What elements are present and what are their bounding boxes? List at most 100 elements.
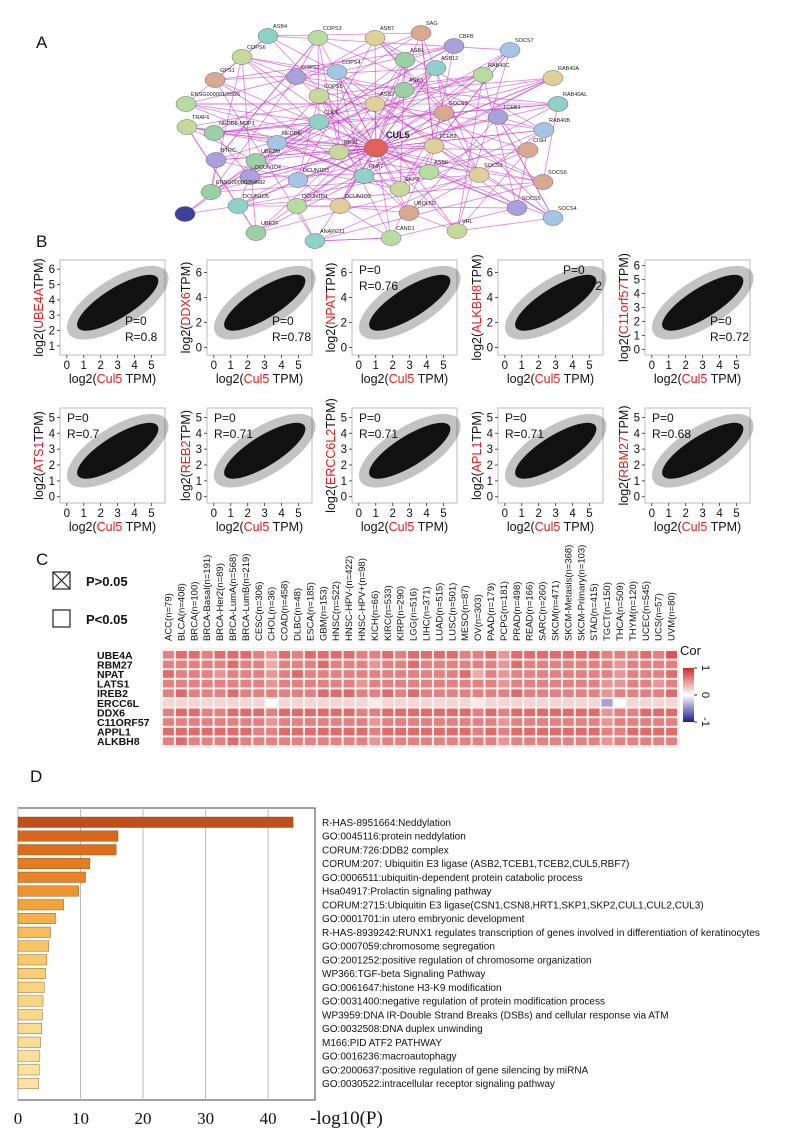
heatmap-cell — [433, 660, 445, 669]
heatmap-cell — [292, 699, 303, 707]
heatmap-cell — [369, 660, 381, 669]
heatmap-cell — [201, 718, 213, 726]
x-axis-label: log2(Cul5 TPM) — [216, 520, 303, 534]
heatmap-cell — [472, 670, 484, 678]
x-axis-label: log2(Cul5 TPM) — [654, 520, 741, 534]
x-tick-label: 2 — [244, 508, 250, 520]
node-label: CAND1 — [396, 226, 415, 232]
network-edge — [295, 76, 529, 151]
heatmap-cell — [459, 670, 471, 678]
term-label: GO:0007059:chromosome segregation — [322, 942, 495, 953]
heatmap-cell — [395, 718, 407, 726]
heatmap-cell — [446, 727, 458, 736]
x-tick-label: 1 — [373, 508, 379, 520]
heatmap-cell — [201, 651, 213, 659]
heatmap-cell — [395, 727, 407, 736]
heatmap-cell — [266, 718, 278, 726]
y-tick-label: 2 — [487, 460, 493, 472]
network-node — [517, 142, 539, 158]
annotation: P=0 — [67, 411, 89, 425]
heatmap-cell — [343, 670, 355, 678]
network-node — [446, 223, 468, 239]
heatmap-cell — [330, 718, 342, 726]
heatmap-cell — [408, 689, 419, 697]
heatmap-cell — [498, 737, 510, 745]
network-node — [398, 205, 420, 221]
heatmap-cell — [279, 670, 290, 678]
annotation: P=0 — [214, 411, 236, 425]
heatmap-cell — [253, 689, 265, 697]
network-edges — [184, 32, 559, 242]
heatmap-cell — [485, 679, 497, 688]
y-axis-label-part: log2( — [470, 332, 484, 361]
node-label: RAB40A — [558, 66, 579, 72]
heatmap-cell — [601, 699, 613, 707]
heatmap-cell — [459, 727, 471, 736]
term-label: GO:2001252:positive regulation of chromo… — [322, 955, 592, 966]
node-label: TRAF6 — [192, 115, 209, 121]
legend-cross — [52, 571, 71, 590]
x-axis-label-part: TPM) — [122, 372, 156, 386]
heatmap-cell — [601, 651, 613, 659]
bar — [17, 871, 86, 883]
heatmap-cell — [382, 689, 394, 697]
network-edge — [428, 103, 559, 173]
heatmap-cell — [588, 670, 600, 678]
y-axis-label: log2(APL1TPM) — [470, 411, 484, 500]
column-label: LUSC(n=501) — [447, 583, 458, 641]
heatmap-cell — [485, 727, 497, 736]
term-label: CORUM:207: Ubiquitin E3 ligase (ASB2,TCE… — [322, 859, 629, 870]
x-tick-label: 3 — [114, 508, 120, 520]
heatmap-cell — [601, 689, 613, 697]
node-label: CUL1 — [324, 110, 338, 116]
x-tick-label: 10 — [72, 1109, 89, 1128]
network-node — [542, 210, 564, 226]
row-label: DDX6 — [97, 707, 125, 719]
heatmap-cell — [666, 679, 677, 688]
term-label: GO:0001701:in utero embryonic developmen… — [322, 914, 525, 925]
column-label: HNSC-HPV+(n=98) — [357, 558, 368, 641]
heatmap-cell — [537, 651, 548, 659]
heatmap-cell — [601, 727, 613, 736]
heatmap-cell — [292, 689, 303, 697]
y-axis-label-part: ALKBH8 — [470, 285, 484, 333]
column-label: BRCA(n=100) — [189, 582, 200, 641]
x-tick-label: 4 — [423, 508, 430, 520]
heatmap-cell — [575, 679, 587, 688]
x-tick-label: 3 — [406, 360, 412, 372]
heatmap-cell — [562, 727, 574, 736]
term-label: GO:0061647:histone H3-K9 modification — [322, 983, 502, 994]
heatmap-cell — [498, 699, 510, 707]
heatmap-cell — [421, 727, 432, 736]
node-label: SAG — [426, 21, 438, 27]
heatmap-cell — [433, 651, 445, 659]
heatmap-cell — [588, 689, 600, 697]
x-tick-label: 2 — [97, 508, 103, 520]
heatmap-cell — [317, 718, 329, 726]
bar — [17, 1009, 43, 1021]
y-tick-label: 0 — [634, 492, 640, 504]
heatmap-cell — [343, 651, 355, 659]
heatmap-cell — [472, 651, 484, 659]
x-tick-label: 2 — [535, 360, 541, 372]
y-tick-label: 2 — [341, 318, 347, 330]
heatmap-cell — [653, 699, 665, 707]
heatmap-cell — [227, 660, 239, 669]
row-label: LATS1 — [97, 679, 130, 691]
heatmap-cell — [575, 689, 587, 697]
annotation: R=0.68 — [652, 427, 691, 441]
heatmap-cell — [433, 737, 445, 745]
node-label: VHL — [462, 219, 473, 225]
heatmap-cell — [472, 699, 484, 707]
heatmap-cell — [279, 708, 290, 717]
heatmap-cell — [188, 670, 200, 678]
column-label: DLBC(n=48) — [292, 588, 303, 641]
network-edge — [375, 116, 499, 149]
heatmap-cell — [614, 651, 626, 659]
x-axis-label: log2(Cul5 TPM) — [69, 372, 156, 386]
x-axis-label: log2(Cul5 TPM) — [361, 372, 448, 386]
network-edge — [210, 56, 243, 193]
heatmap-cell — [266, 660, 278, 669]
network-node — [175, 96, 197, 112]
network-edge — [456, 74, 484, 232]
